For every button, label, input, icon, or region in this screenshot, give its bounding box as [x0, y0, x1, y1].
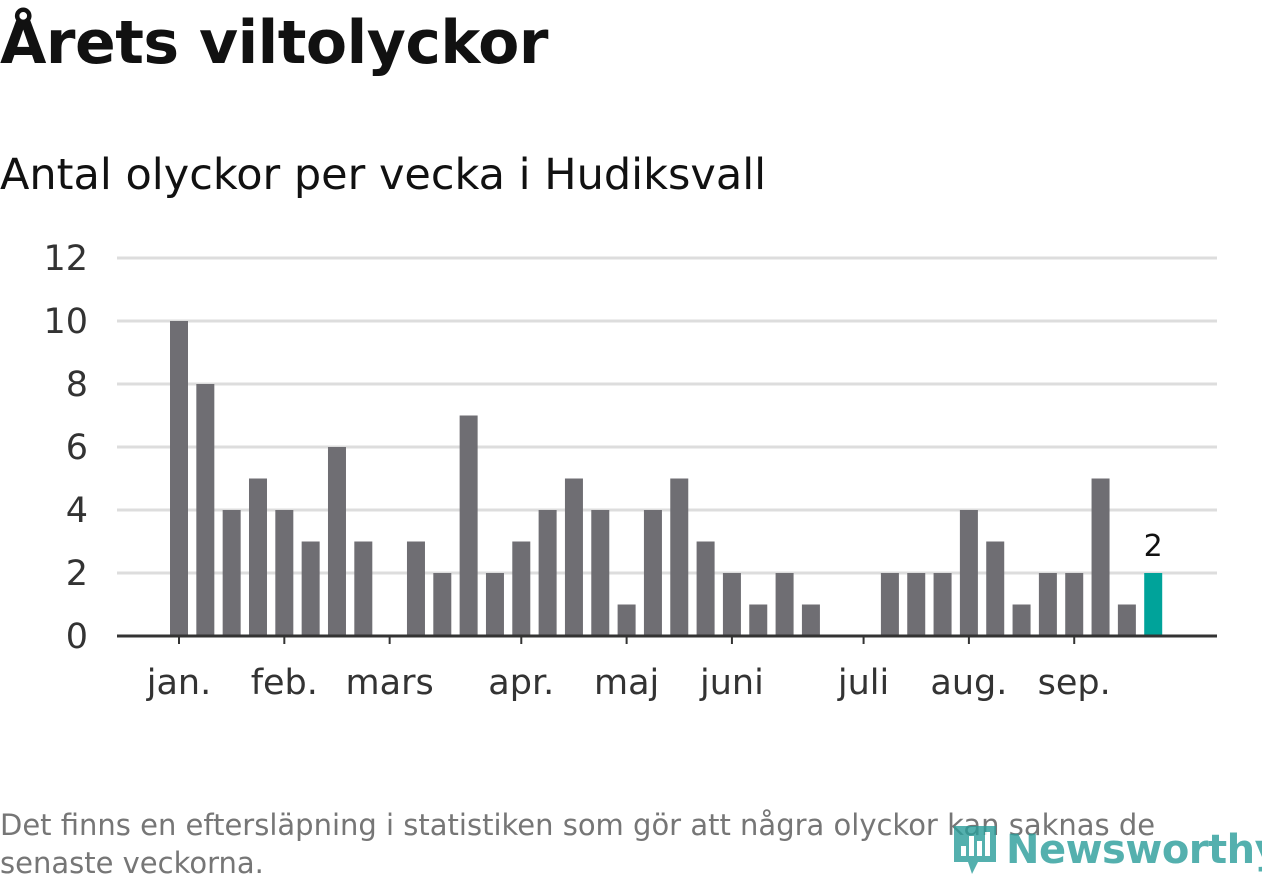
- bar-chart: 0 2 4 6 8 10 12 2 jan. feb. mars apr. maj juni juli a…: [43, 239, 1217, 703]
- bar: [327, 447, 346, 636]
- bar: [1038, 573, 1057, 636]
- bar: [933, 573, 952, 636]
- x-tick-label: jan.: [146, 663, 211, 703]
- bar: [1065, 573, 1084, 636]
- bar: [591, 510, 610, 636]
- y-tick-label: 10: [43, 302, 88, 342]
- bar: [170, 321, 188, 636]
- bar: [775, 573, 794, 636]
- bar: [617, 604, 636, 636]
- logo-text: Newsworthy: [1006, 827, 1262, 873]
- chart-title: Årets viltolyckor: [0, 8, 549, 78]
- data-label: 2: [1144, 529, 1163, 564]
- y-axis-ticks: 0 2 4 6 8 10 12: [43, 239, 88, 657]
- bar: [670, 478, 689, 636]
- x-tick-label: juli: [837, 663, 889, 703]
- y-tick-label: 4: [66, 491, 88, 531]
- x-tick-label: apr.: [488, 663, 554, 703]
- newsworthy-logo: Newsworthy: [950, 822, 1262, 878]
- bar: [749, 604, 768, 636]
- bar: [512, 541, 531, 636]
- bars: [170, 321, 1163, 636]
- gridlines: [117, 256, 1217, 575]
- y-tick-label: 2: [66, 554, 88, 594]
- x-tick-label: feb.: [251, 663, 318, 703]
- bar-chart-icon: [954, 826, 996, 874]
- y-tick-label: 12: [43, 239, 88, 279]
- bar: [222, 510, 241, 636]
- bar: [485, 573, 504, 636]
- bar: [1091, 478, 1110, 636]
- bar: [433, 573, 452, 636]
- x-tick-label: mars: [346, 663, 434, 703]
- x-tick-label: aug.: [930, 663, 1007, 703]
- bar: [643, 510, 662, 636]
- x-axis-ticks: jan. feb. mars apr. maj juni juli aug. sep.: [146, 636, 1111, 703]
- y-tick-label: 8: [66, 365, 88, 405]
- bar-highlight: [1144, 573, 1163, 636]
- bar: [538, 510, 557, 636]
- bar: [959, 510, 978, 636]
- bar: [696, 541, 715, 636]
- bar: [880, 573, 899, 636]
- bar: [1117, 604, 1136, 636]
- bar: [722, 573, 741, 636]
- bar: [275, 510, 294, 636]
- x-tick-label: maj: [594, 663, 659, 703]
- bar: [801, 604, 820, 636]
- bar: [196, 384, 215, 636]
- bar: [564, 478, 583, 636]
- bar: [248, 478, 267, 636]
- bar: [301, 541, 320, 636]
- data-labels: 2: [1144, 529, 1163, 564]
- x-tick-label: juni: [699, 663, 764, 703]
- bar: [354, 541, 373, 636]
- y-tick-label: 0: [66, 617, 88, 657]
- bar: [406, 541, 425, 636]
- bar: [907, 573, 926, 636]
- bar: [1012, 604, 1031, 636]
- x-tick-label: sep.: [1038, 663, 1111, 703]
- y-tick-label: 6: [66, 428, 88, 468]
- bar: [459, 415, 478, 636]
- bar: [986, 541, 1005, 636]
- chart-subtitle: Antal olyckor per vecka i Hudiksvall: [0, 150, 767, 200]
